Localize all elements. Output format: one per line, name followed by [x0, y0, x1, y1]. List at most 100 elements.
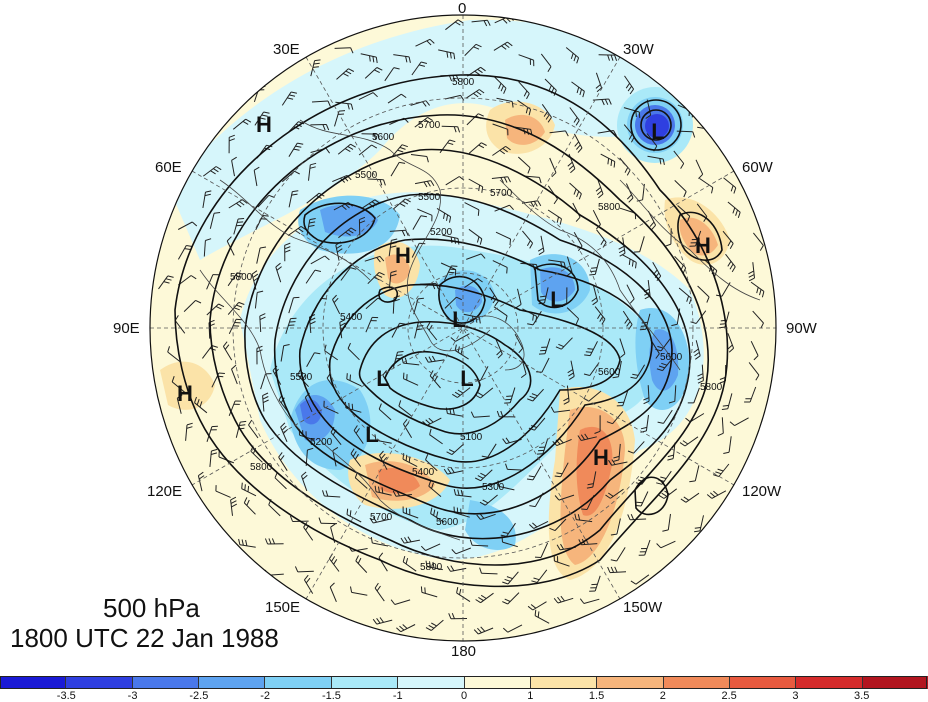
wind-barb-flag: [577, 147, 583, 153]
wind-barb-flag: [231, 156, 237, 161]
wind-barb-flag: [695, 355, 701, 360]
wind-barb: [351, 548, 368, 552]
wind-barb: [202, 192, 206, 208]
wind-barb: [673, 150, 685, 164]
wind-barb-flag: [425, 560, 428, 567]
wind-barb-flag: [497, 353, 503, 359]
wind-barb-flag: [350, 227, 357, 232]
wind-barb-flag: [350, 143, 356, 148]
wind-barb-flag: [729, 243, 734, 249]
wind-barb: [534, 417, 546, 431]
wind-barb-flag: [447, 468, 452, 474]
wind-barb: [421, 591, 438, 598]
wind-barb-flag: [567, 369, 574, 374]
wind-barb-flag: [405, 454, 408, 461]
wind-barb: [347, 348, 360, 361]
wind-barb-flag: [431, 482, 434, 489]
wind-barb-flag: [628, 133, 633, 140]
contour-label: 5500: [290, 372, 313, 383]
wind-barb-flag: [506, 267, 508, 274]
wind-barb: [521, 200, 538, 204]
wind-barb-flag: [560, 543, 565, 550]
wind-barb: [676, 130, 693, 133]
wind-barb-flag: [460, 489, 464, 496]
wind-barb: [610, 488, 624, 499]
wind-barb: [517, 156, 531, 169]
wind-barb: [330, 431, 342, 446]
wind-barb: [402, 561, 417, 572]
high-center-label: H: [395, 243, 411, 268]
wind-barb: [561, 337, 573, 350]
wind-barb: [464, 202, 480, 211]
wind-barb-flag: [401, 93, 407, 99]
wind-barb: [275, 266, 282, 283]
wind-barb-flag: [309, 317, 316, 322]
wind-barb-flag: [679, 442, 686, 447]
wind-barb: [324, 495, 341, 498]
wind-barb-flag: [543, 111, 548, 117]
wind-barb-flag: [529, 242, 534, 249]
wind-barb: [492, 123, 508, 130]
wind-barb-flag: [295, 145, 302, 148]
wind-barb-flag: [687, 215, 691, 222]
wind-barb: [335, 244, 340, 261]
wind-barb-flag: [595, 187, 601, 192]
wind-barb-flag: [355, 428, 360, 434]
colorbar-tick-label: 0: [460, 690, 468, 702]
contour-label: 5700: [490, 188, 513, 199]
wind-barb: [185, 424, 188, 441]
wind-barb-flag: [262, 399, 269, 404]
wind-barb: [303, 579, 314, 594]
wind-barb: [593, 285, 598, 302]
coastlines: [199, 119, 761, 541]
wind-barb-flag: [373, 276, 380, 281]
wind-barb-flag: [332, 446, 339, 452]
wind-barb-flag: [246, 499, 250, 506]
colorbar-segment: [132, 676, 200, 689]
wind-barb: [197, 475, 203, 492]
wind-barb-flag: [242, 120, 249, 125]
wind-barb: [253, 170, 258, 187]
wind-barb-flag: [595, 84, 601, 89]
wind-barb-flag: [505, 437, 510, 443]
wind-barb-flag: [667, 458, 674, 461]
wind-barb-flag: [422, 101, 427, 107]
wind-barb-flag: [194, 396, 197, 403]
wind-barb: [534, 615, 550, 624]
wind-barb: [323, 406, 339, 414]
wind-barb: [592, 471, 597, 488]
wind-barb: [280, 345, 285, 362]
wind-barb-flag: [473, 46, 480, 50]
wind-barb-flag: [432, 561, 435, 568]
wind-barb: [622, 310, 633, 325]
wind-barb-flag: [477, 392, 484, 397]
colorbar-tick-label: 3: [792, 690, 799, 702]
wind-barb-flag: [284, 242, 291, 246]
wind-barb: [566, 307, 579, 320]
wind-barb-flag: [344, 203, 350, 209]
wind-barb-flag: [578, 193, 582, 200]
wind-barb: [674, 385, 677, 402]
wind-barb: [438, 49, 454, 54]
wind-barb-flag: [559, 218, 562, 225]
wind-barb-flag: [290, 91, 298, 94]
wind-barb: [250, 450, 263, 463]
wind-barb-flag: [357, 557, 362, 564]
wind-barb-flag: [579, 598, 585, 604]
wind-barb-flag: [322, 490, 325, 497]
wind-barb-flag: [576, 57, 580, 64]
wind-barb: [678, 287, 692, 299]
wind-barb-flag: [429, 38, 435, 44]
wind-barb-flag: [419, 242, 426, 245]
wind-barb-flag: [480, 66, 486, 72]
wind-barb: [426, 327, 438, 341]
wind-barb-flag: [171, 376, 175, 383]
contour-label: 5600: [598, 367, 621, 378]
contour-label: 5800: [598, 202, 621, 213]
wind-barb: [305, 269, 316, 284]
wind-barb-flag: [504, 598, 511, 602]
wind-barb-flag: [686, 295, 690, 302]
wind-barb-flag: [553, 597, 559, 604]
wind-barb-flag: [526, 93, 530, 100]
wind-barb-flag: [186, 245, 193, 247]
